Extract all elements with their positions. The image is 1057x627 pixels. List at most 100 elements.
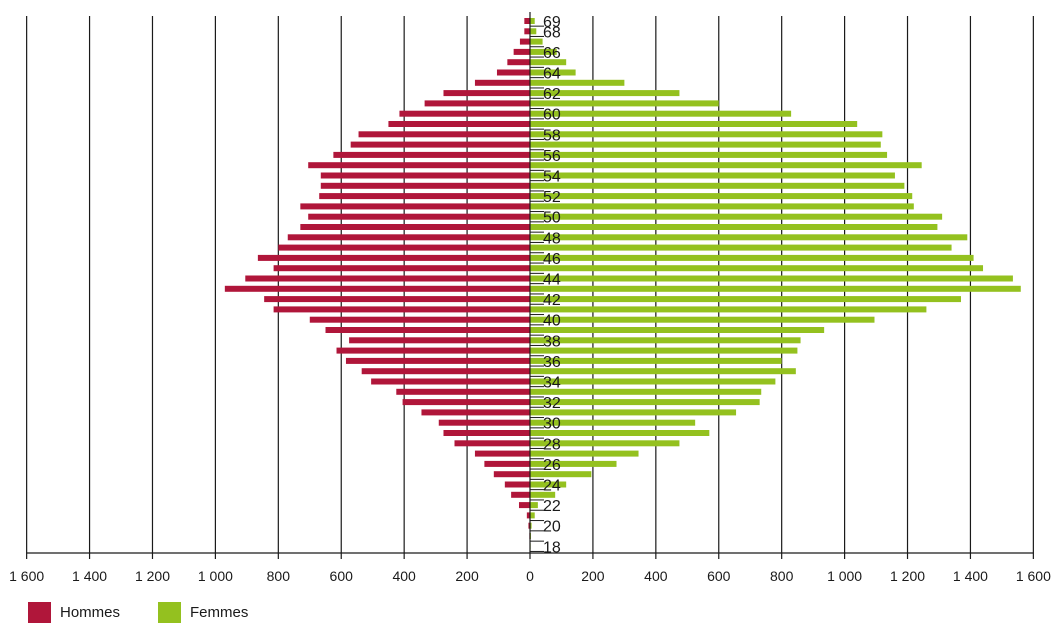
bar-femmes-23 bbox=[530, 491, 556, 498]
age-label-68: 68 bbox=[543, 24, 561, 41]
bar-femmes-69 bbox=[530, 18, 535, 24]
bar-hommes-22 bbox=[518, 502, 530, 509]
bar-hommes-31 bbox=[421, 409, 530, 416]
age-label-62: 62 bbox=[543, 86, 561, 103]
bar-hommes-37 bbox=[336, 347, 530, 354]
x-axis: 1 600 1 400 1 200 1 000 800 600 400 200 0 200 400 6… bbox=[9, 552, 1051, 584]
bar-femmes-41 bbox=[530, 306, 927, 313]
bar-femmes-51 bbox=[530, 203, 914, 210]
bar-femmes-59 bbox=[530, 121, 858, 127]
bar-femmes-31 bbox=[530, 409, 737, 416]
x-tick-label: 200 bbox=[455, 568, 479, 584]
x-tick-label: 400 bbox=[392, 568, 416, 584]
age-label-44: 44 bbox=[543, 272, 561, 289]
bar-femmes-47 bbox=[530, 244, 952, 251]
bar-femmes-52 bbox=[530, 193, 913, 200]
bar-hommes-38 bbox=[349, 337, 530, 344]
bar-hommes-36 bbox=[345, 357, 530, 364]
bar-femmes-58 bbox=[530, 131, 883, 138]
bar-hommes-67 bbox=[519, 38, 530, 45]
bar-femmes-38 bbox=[530, 337, 801, 344]
bar-hommes-40 bbox=[309, 316, 530, 323]
bar-hommes-44 bbox=[245, 275, 531, 282]
age-label-56: 56 bbox=[543, 148, 561, 165]
bar-femmes-55 bbox=[530, 162, 922, 169]
x-tick-label: 800 bbox=[267, 568, 291, 584]
bar-femmes-36 bbox=[530, 357, 782, 364]
bar-femmes-50 bbox=[530, 213, 943, 220]
age-label-26: 26 bbox=[543, 457, 561, 474]
bar-femmes-56 bbox=[530, 151, 888, 158]
age-label-30: 30 bbox=[543, 416, 561, 433]
x-tick-label: 1 200 bbox=[890, 568, 925, 584]
x-tick-label: 800 bbox=[770, 568, 794, 584]
bar-hommes-60 bbox=[399, 110, 530, 117]
bar-hommes-48 bbox=[287, 234, 530, 241]
age-label-38: 38 bbox=[543, 333, 561, 350]
bar-hommes-28 bbox=[454, 440, 530, 447]
age-label-32: 32 bbox=[543, 395, 561, 412]
bar-femmes-65 bbox=[530, 59, 567, 66]
bar-femmes-63 bbox=[530, 79, 625, 86]
x-tick-label: 400 bbox=[644, 568, 668, 584]
bar-femmes-43 bbox=[530, 285, 1021, 292]
bar-femmes-60 bbox=[530, 110, 792, 117]
age-label-52: 52 bbox=[543, 189, 561, 206]
bar-femmes-24 bbox=[530, 481, 567, 488]
bar-femmes-29 bbox=[530, 430, 710, 436]
bar-femmes-45 bbox=[530, 265, 984, 272]
bar-femmes-66 bbox=[530, 48, 557, 55]
bar-femmes-53 bbox=[530, 182, 905, 189]
bar-femmes-25 bbox=[530, 471, 592, 478]
bar-femmes-32 bbox=[530, 399, 760, 406]
bar-hommes-69 bbox=[524, 18, 530, 24]
bar-hommes-57 bbox=[350, 141, 530, 148]
age-label-48: 48 bbox=[543, 230, 561, 247]
bar-hommes-33 bbox=[396, 388, 530, 395]
age-label-60: 60 bbox=[543, 107, 561, 124]
legend-label-hommes: Hommes bbox=[60, 604, 121, 621]
age-label-66: 66 bbox=[543, 45, 561, 62]
bar-femmes-68 bbox=[530, 28, 537, 35]
bar-hommes-56 bbox=[333, 151, 530, 158]
bar-hommes-66 bbox=[513, 48, 530, 55]
age-label-40: 40 bbox=[543, 313, 561, 330]
bar-hommes-41 bbox=[273, 306, 530, 313]
bar-femmes-54 bbox=[530, 172, 895, 179]
legend-swatch-hommes bbox=[28, 602, 51, 623]
bar-hommes-30 bbox=[438, 419, 530, 426]
age-label-20: 20 bbox=[543, 519, 561, 536]
age-label-36: 36 bbox=[543, 354, 561, 371]
x-tick-label: 0 bbox=[526, 568, 534, 584]
x-tick-label: 1 200 bbox=[135, 568, 170, 584]
bar-hommes-26 bbox=[484, 460, 530, 467]
bar-hommes-52 bbox=[319, 193, 530, 200]
bar-hommes-58 bbox=[358, 131, 530, 138]
age-label-58: 58 bbox=[543, 127, 561, 144]
bar-hommes-43 bbox=[224, 285, 530, 292]
bar-hommes-34 bbox=[371, 378, 530, 385]
bar-femmes-22 bbox=[530, 502, 538, 509]
age-label-22: 22 bbox=[543, 498, 561, 515]
x-tick-label: 1 000 bbox=[827, 568, 862, 584]
bar-femmes-30 bbox=[530, 419, 696, 426]
legend-item-hommes: Hommes bbox=[28, 602, 120, 623]
bar-hommes-29 bbox=[443, 430, 530, 436]
bar-hommes-50 bbox=[308, 213, 530, 220]
x-tick-label: 200 bbox=[581, 568, 605, 584]
bar-hommes-25 bbox=[493, 471, 530, 478]
bar-femmes-40 bbox=[530, 316, 875, 323]
x-tick-label: 1 000 bbox=[198, 568, 233, 584]
bar-femmes-34 bbox=[530, 378, 776, 385]
bar-femmes-37 bbox=[530, 347, 798, 354]
bar-femmes-49 bbox=[530, 224, 938, 230]
bar-hommes-65 bbox=[507, 59, 530, 66]
bar-hommes-49 bbox=[300, 224, 530, 230]
bar-femmes-61 bbox=[530, 100, 719, 107]
bar-hommes-39 bbox=[325, 327, 530, 333]
bar-hommes-54 bbox=[320, 172, 530, 179]
bar-femmes-33 bbox=[530, 388, 762, 395]
bar-femmes-28 bbox=[530, 440, 680, 447]
age-label-50: 50 bbox=[543, 210, 561, 227]
